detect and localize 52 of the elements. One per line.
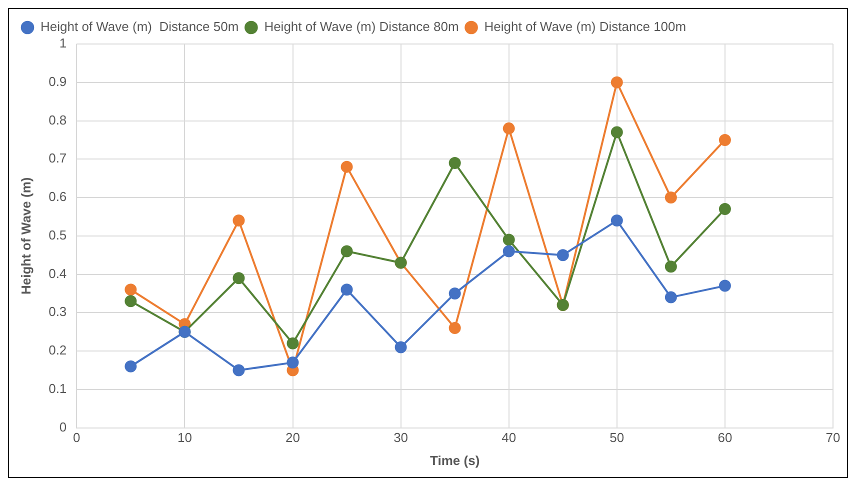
x-tick-label: 70 (826, 430, 840, 446)
y-tick-label: 1 (59, 36, 67, 51)
y-tick-label: 0.4 (48, 266, 67, 281)
legend-label: Height of Wave (m) Distance 80m (264, 19, 459, 34)
y-tick-label: 0.6 (48, 189, 67, 204)
point (718, 280, 731, 292)
point (124, 284, 137, 296)
point (664, 260, 677, 273)
point (448, 322, 461, 334)
x-axis-title: Time (s) (430, 452, 480, 468)
point (502, 245, 515, 258)
y-tick-label: 0.9 (48, 74, 67, 89)
point (718, 203, 731, 216)
y-tick-label: 0.3 (48, 304, 67, 320)
point (286, 356, 299, 369)
x-tick-label: 50 (610, 430, 624, 446)
y-tick-label: 0.8 (48, 112, 67, 128)
point (502, 234, 515, 246)
point (610, 214, 623, 227)
x-tick-label: 60 (718, 430, 732, 446)
point (340, 245, 353, 258)
point (232, 364, 245, 376)
y-tick-label: 0.7 (48, 150, 67, 166)
y-axis-title: Height of Wave (m) (18, 177, 34, 295)
point (610, 76, 623, 88)
point (448, 287, 461, 300)
point (610, 126, 623, 138)
point (556, 249, 569, 262)
x-tick-label: 0 (73, 430, 80, 446)
point (340, 284, 353, 296)
point (502, 122, 515, 134)
point (232, 214, 245, 227)
point (340, 160, 353, 173)
x-tick-label: 20 (286, 430, 300, 446)
point (394, 341, 407, 354)
point (286, 337, 299, 350)
point (232, 272, 245, 284)
point (124, 360, 137, 372)
y-tick-label: 0 (59, 419, 67, 434)
point (664, 192, 677, 204)
point (718, 134, 731, 146)
x-tick-label: 10 (177, 430, 192, 446)
x-tick-label: 40 (502, 430, 516, 446)
point (664, 291, 677, 304)
y-tick-label: 0.2 (48, 342, 67, 358)
point (448, 156, 461, 169)
x-tick-label: 30 (394, 430, 408, 446)
legend-label: Height of Wave (m) Distance 100m (484, 19, 686, 34)
point (124, 295, 137, 308)
y-tick-label: 0.5 (48, 227, 67, 242)
y-tick-label: 0.1 (48, 381, 67, 396)
legend-label: Height of Wave (m) Distance 50m (40, 19, 239, 34)
